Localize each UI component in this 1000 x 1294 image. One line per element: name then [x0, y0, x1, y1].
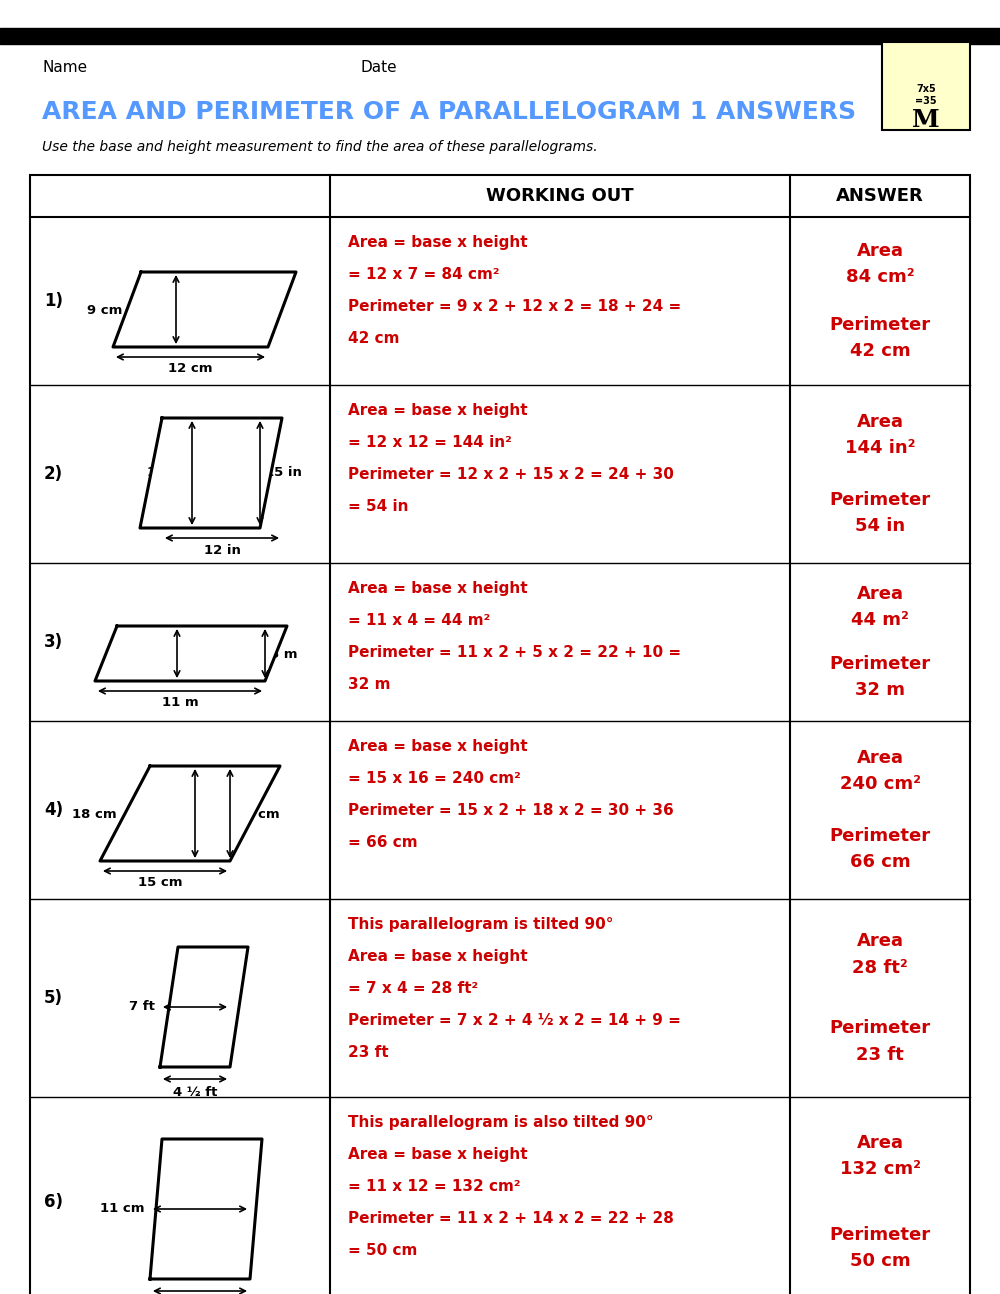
- Text: Perimeter = 12 x 2 + 15 x 2 = 24 + 30: Perimeter = 12 x 2 + 15 x 2 = 24 + 30: [348, 467, 674, 481]
- Polygon shape: [100, 766, 280, 861]
- Text: = 50 cm: = 50 cm: [348, 1244, 417, 1258]
- Text: Area
144 in²: Area 144 in²: [845, 413, 915, 457]
- Text: 7 cm: 7 cm: [183, 304, 218, 317]
- Text: Perimeter
42 cm: Perimeter 42 cm: [829, 316, 931, 360]
- Text: 4 ½ ft: 4 ½ ft: [173, 1086, 217, 1099]
- Text: This parallelogram is also tilted 90°: This parallelogram is also tilted 90°: [348, 1115, 654, 1130]
- Polygon shape: [150, 1139, 262, 1278]
- Text: 11 m: 11 m: [162, 696, 198, 709]
- Text: 4 ft: 4 ft: [182, 989, 208, 1002]
- Text: 7x5
=35: 7x5 =35: [915, 84, 937, 106]
- Text: Area
132 cm²: Area 132 cm²: [840, 1134, 920, 1178]
- Text: = 15 x 16 = 240 cm²: = 15 x 16 = 240 cm²: [348, 771, 521, 785]
- Text: Area
240 cm²: Area 240 cm²: [840, 749, 920, 793]
- Text: 3): 3): [44, 633, 63, 651]
- Text: 11 cm: 11 cm: [100, 1202, 145, 1215]
- Text: 5 m: 5 m: [270, 647, 298, 660]
- Text: = 11 x 12 = 132 cm²: = 11 x 12 = 132 cm²: [348, 1179, 520, 1194]
- Text: 42 cm: 42 cm: [348, 331, 400, 345]
- Polygon shape: [113, 272, 296, 347]
- Text: This parallelogram is tilted 90°: This parallelogram is tilted 90°: [348, 917, 614, 932]
- Text: 12 in: 12 in: [204, 543, 240, 556]
- Text: Area = base x height: Area = base x height: [348, 949, 528, 964]
- Text: Perimeter = 15 x 2 + 18 x 2 = 30 + 36: Perimeter = 15 x 2 + 18 x 2 = 30 + 36: [348, 804, 674, 818]
- Text: = 12 x 7 = 84 cm²: = 12 x 7 = 84 cm²: [348, 267, 500, 282]
- Text: 5): 5): [44, 989, 63, 1007]
- Text: 1): 1): [44, 292, 63, 311]
- Text: ANSWER: ANSWER: [836, 188, 924, 204]
- Text: 9 cm: 9 cm: [87, 304, 122, 317]
- Text: Name: Name: [42, 61, 87, 75]
- Text: Perimeter
66 cm: Perimeter 66 cm: [829, 827, 931, 871]
- Text: 12 cm: 12 cm: [178, 1188, 222, 1202]
- Text: 23 ft: 23 ft: [348, 1046, 389, 1060]
- Text: AREA AND PERIMETER OF A PARALLELOGRAM 1 ANSWERS: AREA AND PERIMETER OF A PARALLELOGRAM 1 …: [42, 100, 856, 124]
- Text: Date: Date: [360, 61, 397, 75]
- Text: Area
44 m²: Area 44 m²: [851, 585, 909, 629]
- Text: 15 cm: 15 cm: [138, 876, 182, 889]
- Text: = 66 cm: = 66 cm: [348, 835, 418, 850]
- Text: 7 ft: 7 ft: [129, 1000, 155, 1013]
- Text: 2): 2): [44, 465, 63, 483]
- Text: Area
28 ft²: Area 28 ft²: [852, 932, 908, 977]
- Text: Perimeter
32 m: Perimeter 32 m: [829, 655, 931, 699]
- Text: 12 cm: 12 cm: [168, 362, 212, 375]
- Text: 15 in: 15 in: [265, 467, 302, 480]
- Text: Perimeter = 7 x 2 + 4 ½ x 2 = 14 + 9 =: Perimeter = 7 x 2 + 4 ½ x 2 = 14 + 9 =: [348, 1013, 681, 1027]
- Text: Use the base and height measurement to find the area of these parallelograms.: Use the base and height measurement to f…: [42, 140, 598, 154]
- Text: 12 in: 12 in: [147, 467, 184, 480]
- Text: Area = base x height: Area = base x height: [348, 402, 528, 418]
- Text: Perimeter = 11 x 2 + 5 x 2 = 22 + 10 =: Perimeter = 11 x 2 + 5 x 2 = 22 + 10 =: [348, 644, 681, 660]
- Text: WORKING OUT: WORKING OUT: [486, 188, 634, 204]
- Polygon shape: [160, 947, 248, 1068]
- FancyBboxPatch shape: [882, 41, 970, 129]
- Text: Area = base x height: Area = base x height: [348, 581, 528, 597]
- Text: 6): 6): [44, 1193, 63, 1211]
- Text: 4 m: 4 m: [183, 647, 211, 660]
- Text: 4): 4): [44, 801, 63, 819]
- Bar: [30, 175, 970, 1294]
- Text: Area = base x height: Area = base x height: [348, 236, 528, 250]
- Text: M: M: [912, 107, 940, 132]
- Text: Perimeter
54 in: Perimeter 54 in: [829, 490, 931, 536]
- Text: Area = base x height: Area = base x height: [348, 1146, 528, 1162]
- Polygon shape: [140, 418, 282, 528]
- Text: = 11 x 4 = 44 m²: = 11 x 4 = 44 m²: [348, 613, 490, 628]
- Text: Perimeter
23 ft: Perimeter 23 ft: [829, 1020, 931, 1064]
- Text: Perimeter = 9 x 2 + 12 x 2 = 18 + 24 =: Perimeter = 9 x 2 + 12 x 2 = 18 + 24 =: [348, 299, 681, 314]
- Text: = 54 in: = 54 in: [348, 499, 409, 514]
- Text: Area = base x height: Area = base x height: [348, 739, 528, 754]
- Polygon shape: [95, 626, 287, 681]
- Text: Perimeter = 11 x 2 + 14 x 2 = 22 + 28: Perimeter = 11 x 2 + 14 x 2 = 22 + 28: [348, 1211, 674, 1225]
- Text: = 7 x 4 = 28 ft²: = 7 x 4 = 28 ft²: [348, 981, 478, 996]
- Text: = 12 x 12 = 144 in²: = 12 x 12 = 144 in²: [348, 435, 512, 450]
- Text: Perimeter
50 cm: Perimeter 50 cm: [829, 1225, 931, 1271]
- Text: 32 m: 32 m: [348, 677, 390, 692]
- Text: 18 cm: 18 cm: [72, 807, 117, 820]
- Text: 16 cm: 16 cm: [235, 807, 280, 820]
- Text: Area
84 cm²: Area 84 cm²: [846, 242, 914, 286]
